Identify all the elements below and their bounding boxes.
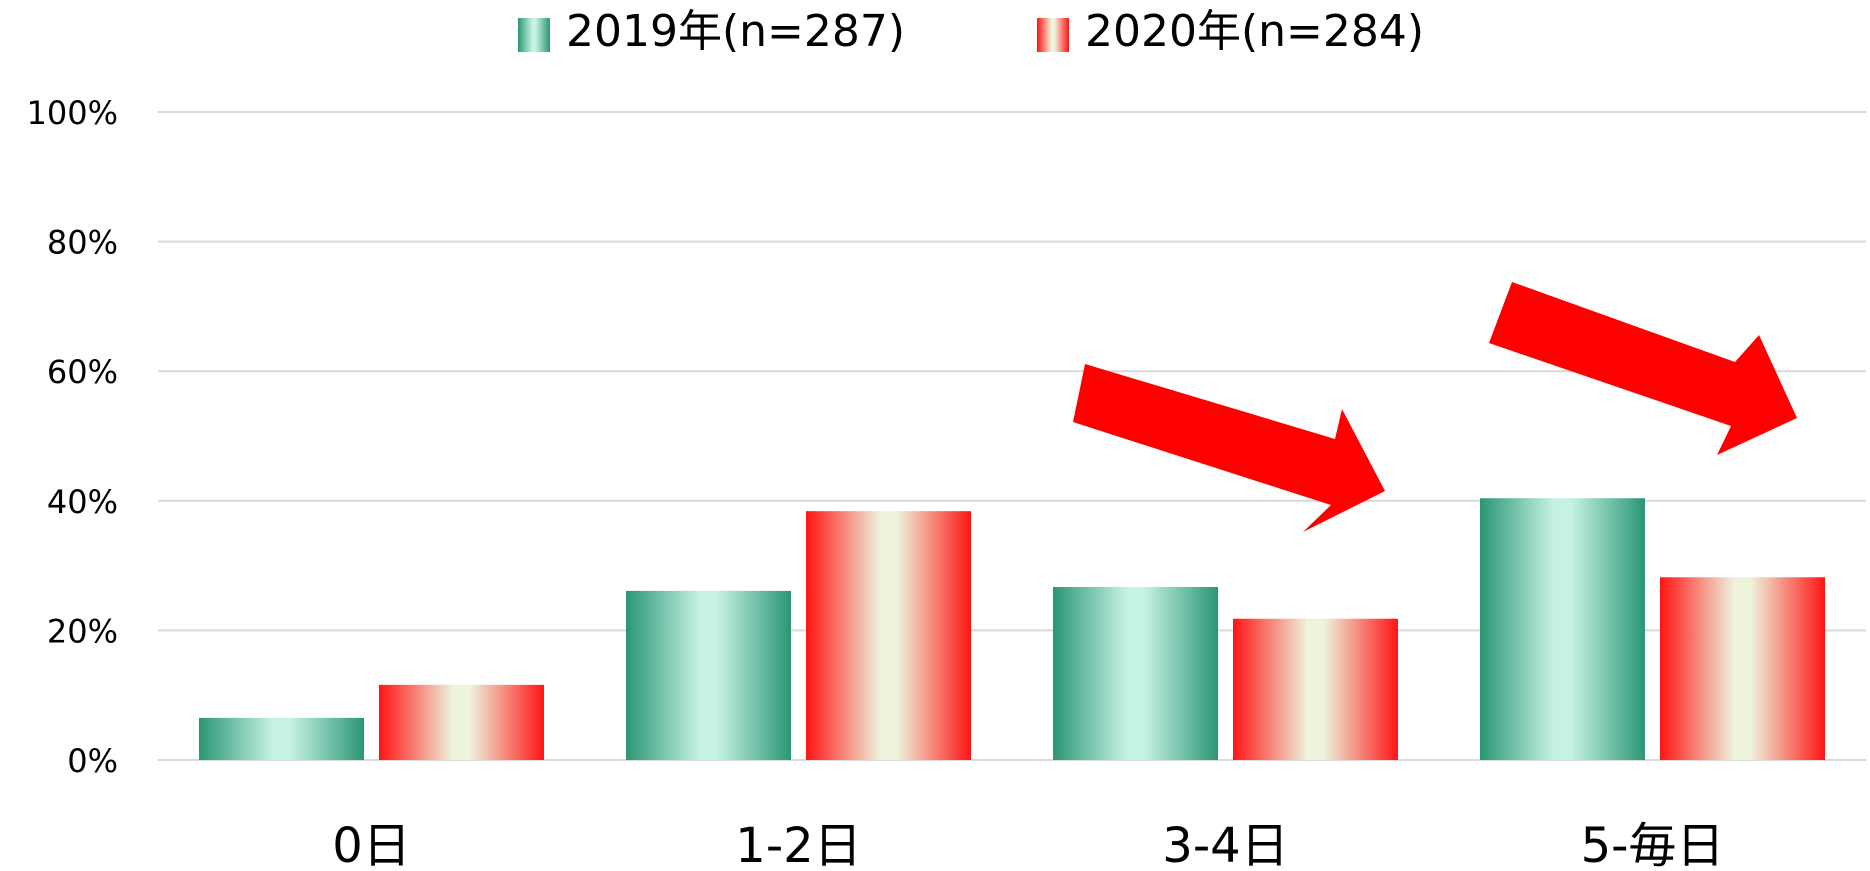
legend-swatch-2020 — [1037, 18, 1069, 52]
bar-2019-3 — [1480, 498, 1645, 760]
legend-swatch-2019 — [518, 18, 550, 52]
y-axis-ticks: 0% 20% 40% 60% 80% 100% — [27, 94, 118, 780]
x-category-label: 3-4日 — [1162, 818, 1288, 871]
x-axis-categories: 0日 1-2日 3-4日 5-毎日 — [332, 818, 1724, 871]
red-arrow-3-4 — [1073, 364, 1385, 532]
x-category-label: 0日 — [332, 818, 411, 871]
bar-2020-3 — [1660, 577, 1825, 760]
legend-label-2020: 2020年(n=284) — [1085, 6, 1424, 57]
bar-2020-2 — [1233, 618, 1398, 760]
legend-label-2019: 2019年(n=287) — [566, 6, 905, 57]
annotation-arrows — [1073, 282, 1797, 532]
red-arrow-5-everyday — [1489, 282, 1797, 455]
x-category-label: 5-毎日 — [1581, 818, 1725, 871]
y-tick-label: 100% — [27, 94, 118, 132]
bar-2020-0 — [379, 684, 544, 760]
bars — [199, 498, 1825, 760]
y-tick-label: 20% — [47, 612, 118, 650]
bar-2019-0 — [199, 717, 364, 760]
bar-2019-2 — [1053, 586, 1218, 760]
y-tick-label: 40% — [47, 483, 118, 521]
bar-2019-1 — [626, 590, 791, 760]
x-category-label: 1-2日 — [735, 818, 861, 871]
y-tick-label: 0% — [67, 742, 118, 780]
bar-2020-1 — [806, 511, 971, 760]
y-tick-label: 80% — [47, 224, 118, 262]
y-tick-label: 60% — [47, 353, 118, 391]
legend: 2019年(n=287) 2020年(n=284) — [518, 6, 1424, 57]
